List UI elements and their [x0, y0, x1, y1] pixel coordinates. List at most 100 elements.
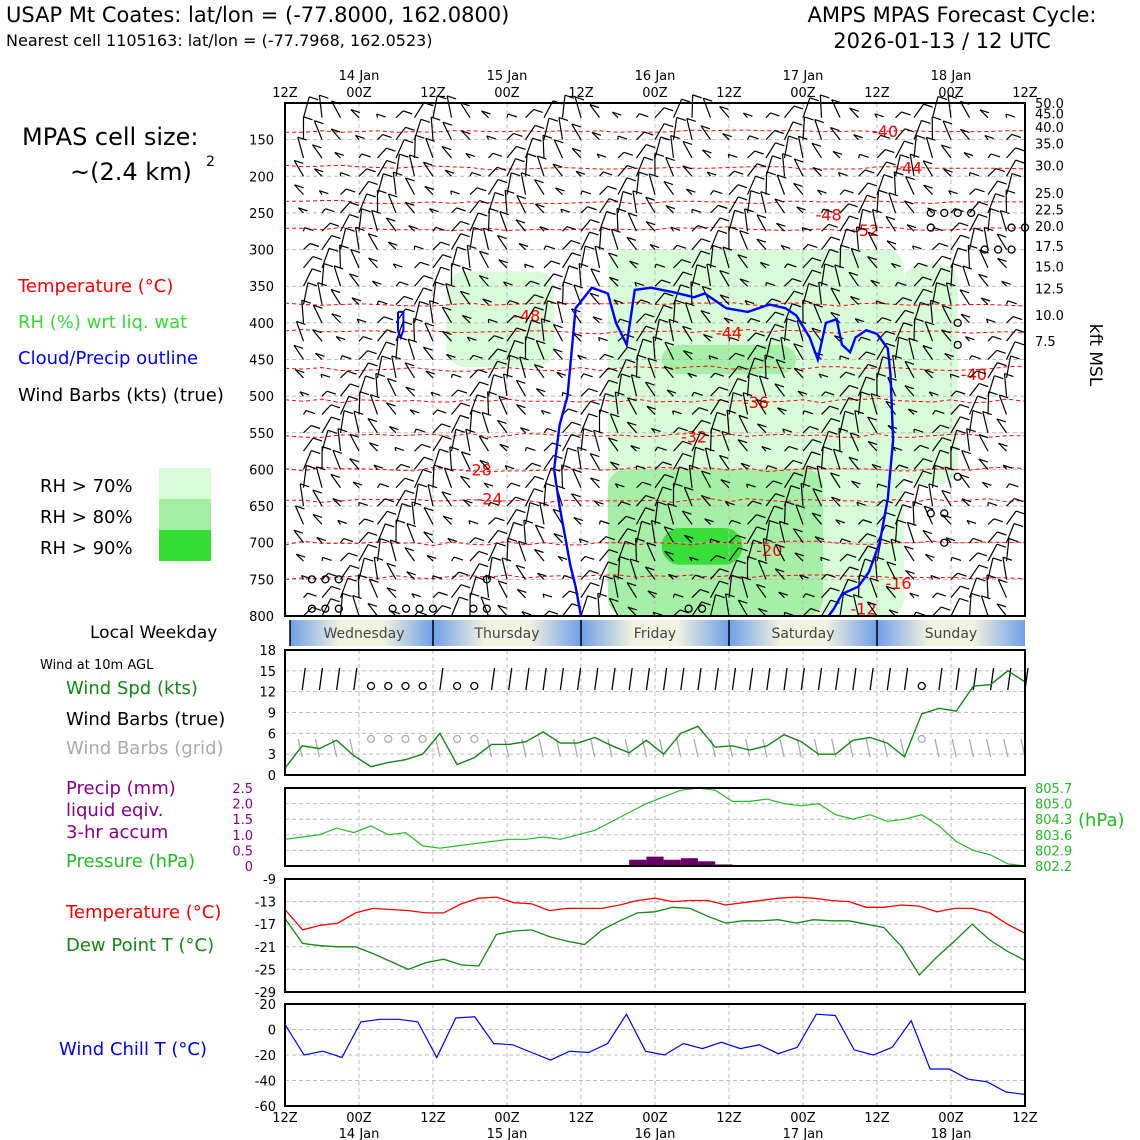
wind-barb [838, 428, 841, 452]
wind-barb [848, 456, 859, 470]
pressure-tick-label: 800 [249, 610, 274, 625]
wind-barb-flag [349, 273, 359, 278]
wind-barb-flag [901, 111, 911, 116]
wind-barb [944, 353, 952, 360]
wind-barb-flag [411, 501, 422, 506]
wind-barb-flag [646, 405, 657, 410]
wind-barb-flag [737, 184, 748, 189]
wind-barb [913, 135, 917, 159]
wind-barb [313, 168, 323, 177]
wind-barb [536, 155, 545, 177]
wind-barb-flag [676, 244, 687, 249]
wind-barb-flag [890, 538, 901, 543]
wind-barb-flag [664, 473, 674, 479]
wind-barb-10m [835, 667, 840, 691]
wind-barb-10m [800, 667, 805, 691]
wind-barb [594, 246, 601, 269]
cell-size-label: MPAS cell size: [22, 123, 198, 151]
wind-barb-grid [486, 738, 493, 758]
bottom-tick-label: 00Z [346, 1111, 372, 1126]
wind-barb-flag [645, 566, 655, 571]
wind-barb-flag [380, 538, 390, 543]
wind-barb-flag [929, 391, 939, 396]
wind-barb-flag [761, 445, 771, 451]
precip-bar [629, 859, 647, 866]
wind-barb-flag [507, 113, 518, 118]
isotherm-label: -40 [872, 122, 898, 141]
wind-barb [691, 432, 701, 452]
wind-barb-flag [421, 443, 431, 449]
wind-barb-grid [572, 738, 579, 758]
wind-barb [969, 538, 974, 544]
bottom-tick-label: 12Z [272, 1111, 298, 1126]
wind-barb-flag [364, 557, 374, 562]
wind-barb-flag [442, 330, 452, 335]
wind-barb [673, 440, 683, 452]
wind-barb-flag [296, 553, 306, 558]
wind-barb [315, 466, 323, 488]
wind-barb [702, 149, 711, 159]
wind-barb [488, 348, 499, 360]
wind-barb-flag [781, 244, 791, 249]
wind-barb-flag [833, 448, 843, 453]
wind-barb-flag [945, 537, 956, 542]
wind-barb-flag [594, 500, 604, 505]
wind-barb-flag [738, 414, 749, 419]
wind-barb-flag [312, 513, 323, 519]
wind-barb-flag [460, 402, 471, 407]
wind-barb-flag [996, 418, 1007, 423]
wind-barb-flag [775, 493, 785, 498]
wind-barb-flag [590, 268, 601, 273]
wind-barb-flag [737, 378, 747, 383]
wind-barb-flag [758, 559, 768, 564]
wind-barb-flag [993, 518, 1004, 523]
isotherm-label: -44 [896, 158, 922, 177]
wind-barb-flag [988, 391, 998, 396]
wind-barb [506, 158, 517, 177]
wind-barb [830, 312, 841, 324]
wind-barb-flag [489, 501, 500, 506]
wind-barb-flag [422, 469, 432, 474]
wind-barb [617, 359, 627, 379]
wind-barb [757, 608, 767, 617]
wind-barb-flag [681, 259, 691, 264]
wind-barb-flag [497, 604, 507, 609]
wind-barb [598, 520, 601, 525]
wind-barb-flag [368, 362, 378, 367]
wind-barb-flag [655, 263, 666, 268]
wind-barb-flag [898, 336, 908, 341]
wind-barb-flag [788, 135, 798, 140]
dew-series-label: Dew Point T (°C) [66, 935, 214, 956]
wind-barb-flag [666, 389, 677, 394]
wind-barb [802, 97, 811, 118]
wind-barb-flag [737, 439, 748, 444]
wind-barb [485, 575, 490, 598]
wind-barb-flag [754, 150, 764, 155]
wind-barb-flag [604, 353, 614, 359]
wind-barb [816, 465, 823, 488]
wind-barb-flag [966, 428, 976, 433]
wind-barb [857, 194, 868, 214]
wind-barb [709, 580, 720, 598]
wind-barb [487, 542, 498, 562]
wind-barb-flag [995, 168, 1006, 173]
isotherm-line [284, 397, 1026, 404]
wind-barb-10m [731, 667, 737, 691]
wind-barb-flag [627, 397, 637, 402]
wind-barb-flag [325, 208, 335, 213]
wind-barb [332, 450, 342, 470]
wind-barb-flag [682, 510, 692, 515]
wind-barb-flag [627, 528, 637, 533]
wind-barb-flag [764, 354, 775, 359]
wind-barb [932, 410, 936, 415]
wind-barb [850, 296, 859, 305]
wind-barb-flag [588, 413, 598, 418]
wind-barb [888, 192, 897, 214]
wind-barb [469, 537, 476, 544]
wind-barb-flag [975, 188, 985, 193]
wind-barb-flag [702, 285, 712, 290]
wind-barb-flag [301, 299, 312, 304]
wind-barb-flag [664, 341, 675, 346]
wind-barb [395, 110, 404, 119]
wind-barb [498, 259, 508, 269]
